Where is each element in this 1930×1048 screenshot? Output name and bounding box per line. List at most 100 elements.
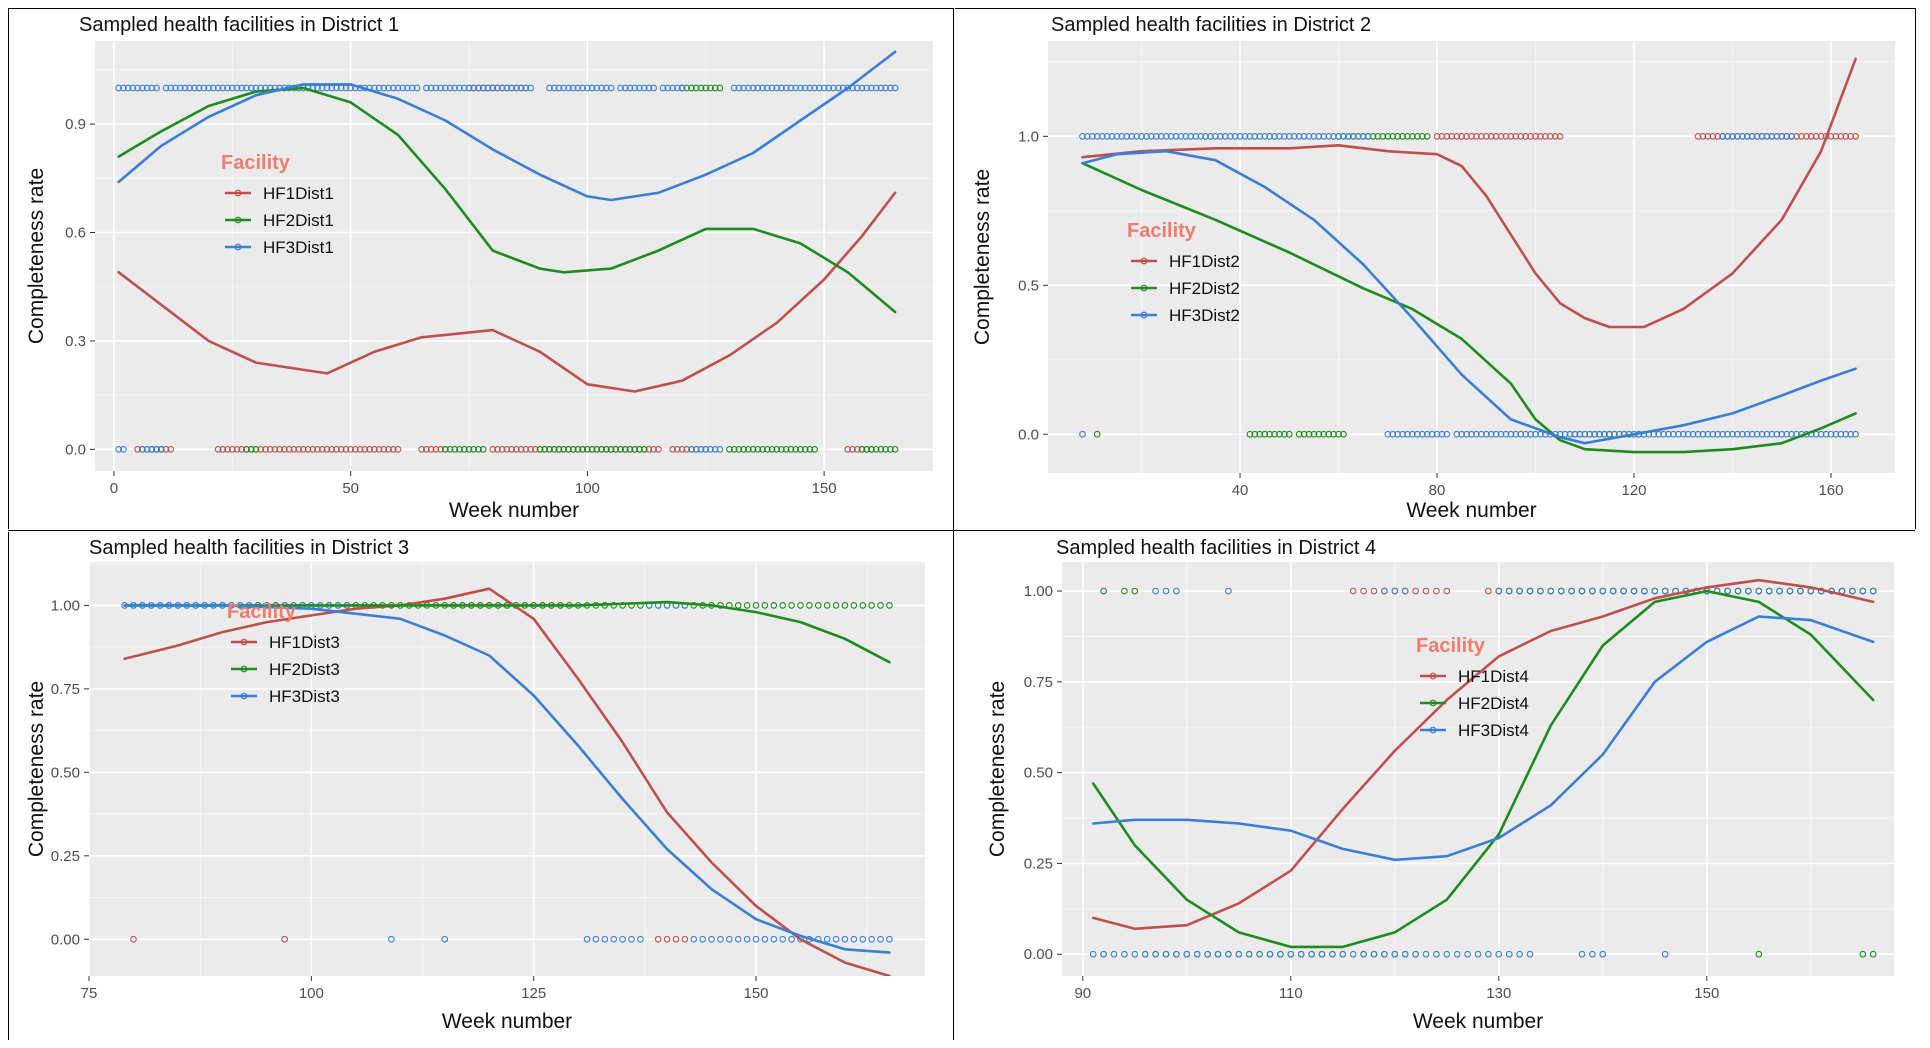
- data-point-hf3dist2-zero: [1409, 430, 1416, 438]
- data-point-hf3dist1-one: [621, 84, 629, 92]
- data-point-hf2dist1-zero: [475, 445, 482, 453]
- data-point-hf3dist2-zero: [1596, 430, 1603, 438]
- tick-label-x: 100: [299, 985, 324, 1002]
- data-point-hf3dist4-zero: [1173, 950, 1180, 958]
- data-point-hf3dist4-one: [1745, 587, 1752, 595]
- data-point-hf3dist1-one: [522, 84, 530, 92]
- data-point-hf1dist2-one: [1473, 132, 1480, 140]
- data-point-hf3dist3-zero: [583, 935, 591, 943]
- data-point-hf3dist2-one: [1152, 132, 1160, 140]
- legend-key-point: [1140, 311, 1148, 319]
- tick-label-x: 0: [110, 480, 118, 497]
- data-point-hf3dist2-zero: [1492, 430, 1500, 438]
- data-point-hf1dist2-one: [1527, 132, 1534, 140]
- y-axis-title: Completeness rate: [25, 681, 48, 857]
- data-point-hf2dist1-zero: [872, 445, 880, 453]
- data-point-hf3dist1-one: [579, 84, 586, 92]
- legend-key-point: [1429, 726, 1437, 734]
- data-point-hf3dist2-one: [1330, 132, 1337, 140]
- tick-label-x: 80: [1429, 482, 1446, 499]
- data-point-hf3dist1-one: [399, 84, 407, 92]
- data-point-hf2dist1-zero: [768, 445, 776, 453]
- data-point-hf3dist2-one: [1226, 132, 1234, 140]
- tick-label-x: 75: [81, 985, 98, 1002]
- data-point-hf2dist1-zero: [612, 445, 620, 453]
- legend-label: HF3Dist3: [269, 687, 340, 706]
- data-point-hf3dist1-one: [153, 84, 160, 92]
- data-point-hf3dist1-one: [569, 84, 577, 92]
- data-point-hf3dist4-one: [1630, 587, 1638, 595]
- data-point-hf3dist1-one: [129, 84, 137, 92]
- data-point-hf3dist1-one: [494, 84, 501, 92]
- data-point-hf3dist4-one: [1599, 587, 1607, 595]
- data-point-hf3dist1-one: [645, 84, 653, 92]
- data-point-hf3dist2-one: [1143, 132, 1150, 140]
- data-point-hf3dist1-one: [465, 84, 473, 92]
- data-point-hf1dist2-one: [1556, 132, 1564, 140]
- data-point-hf3dist2-zero: [1660, 430, 1667, 438]
- data-point-hf3dist3-zero: [628, 935, 635, 943]
- data-point-hf3dist4-one: [1526, 587, 1534, 595]
- data-point-hf3dist2-one: [1217, 132, 1224, 140]
- tick-label-y: 1.00: [51, 597, 80, 614]
- series-line-hf1dist3: [123, 587, 891, 976]
- data-point-hf3dist2-zero: [1601, 430, 1608, 438]
- data-point-hf2dist4-zero: [1859, 950, 1867, 958]
- tick-label-x: 40: [1232, 482, 1249, 499]
- data-point-hf3dist4-zero: [1152, 950, 1159, 958]
- data-point-hf2dist1-zero: [446, 445, 454, 453]
- data-point-hf3dist2-zero: [1566, 430, 1574, 438]
- data-point-hf3dist1-one: [650, 84, 658, 92]
- data-point-hf3dist2-one: [1729, 132, 1736, 140]
- data-point-hf2dist1-zero: [726, 445, 733, 453]
- data-point-hf3dist2-zero: [1502, 430, 1510, 438]
- data-point-hf2dist3-one: [823, 602, 831, 609]
- data-point-hf2dist3-one: [743, 602, 751, 609]
- data-point-hf1dist2-one: [1507, 132, 1515, 140]
- data-point-hf3dist1-one: [801, 84, 809, 92]
- data-point-hf3dist4-zero: [1474, 950, 1482, 958]
- data-point-hf3dist4-one: [1381, 587, 1388, 595]
- data-point-hf2dist1-zero: [745, 445, 752, 453]
- data-point-hf1dist3-zero: [654, 935, 662, 943]
- data-point-hf2dist1-zero: [598, 445, 605, 453]
- series-line-hf1dist2: [1081, 57, 1857, 329]
- data-point-hf1dist1-zero: [352, 445, 359, 453]
- data-point-hf2dist4-one: [1100, 587, 1107, 595]
- data-point-hf2dist1-zero: [470, 445, 478, 453]
- data-point-hf3dist1-one: [844, 84, 852, 92]
- data-point-hf3dist2-zero: [1709, 430, 1717, 438]
- data-point-hf2dist2-zero: [1310, 430, 1318, 438]
- data-point-hf3dist1-one: [210, 84, 217, 92]
- data-point-hf3dist1-one: [877, 84, 885, 92]
- data-point-hf1dist1-zero: [853, 445, 861, 453]
- data-point-hf3dist2-one: [1778, 132, 1786, 140]
- legend-key-point: [1140, 257, 1148, 265]
- chart-title: Sampled health facilities in District 2: [1051, 14, 1371, 36]
- data-point-hf2dist3-one: [779, 602, 787, 609]
- data-point-hf1dist1-zero: [669, 445, 676, 453]
- data-point-hf1dist2-one: [1803, 132, 1810, 140]
- data-point-hf1dist1-zero: [389, 445, 397, 453]
- data-point-hf2dist1-one: [711, 84, 719, 92]
- data-point-hf2dist4-one: [1121, 587, 1128, 595]
- data-point-hf3dist2-zero: [1413, 430, 1421, 438]
- data-point-hf2dist3-one: [886, 602, 893, 609]
- data-point-hf2dist2-one: [1384, 132, 1392, 140]
- data-point-hf1dist1-zero: [508, 445, 515, 453]
- data-point-hf3dist2-zero: [1852, 430, 1859, 438]
- data-point-hf3dist1-one: [588, 84, 596, 92]
- data-point-hf3dist2-zero: [1418, 430, 1426, 438]
- data-point-hf3dist1-one: [584, 84, 591, 92]
- data-point-hf1dist1-zero: [678, 445, 686, 453]
- data-point-hf3dist2-one: [1340, 132, 1347, 140]
- data-point-hf1dist1-zero: [645, 445, 653, 453]
- data-point-hf3dist4-zero: [1485, 950, 1492, 958]
- x-axis-title: Week number: [1413, 1010, 1543, 1033]
- data-point-hf3dist2-one: [1172, 132, 1180, 140]
- data-point-hf3dist2-zero: [1822, 430, 1830, 438]
- data-point-hf3dist2-zero: [1384, 430, 1392, 438]
- data-point-hf3dist1-one: [797, 84, 804, 92]
- data-point-hf3dist1-one: [380, 84, 388, 92]
- legend-key-point: [240, 692, 248, 700]
